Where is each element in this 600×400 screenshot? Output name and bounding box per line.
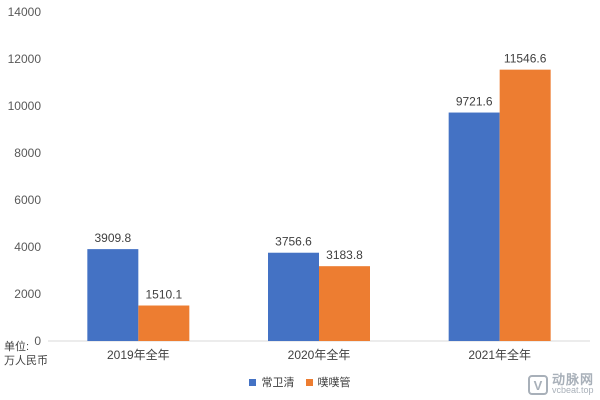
bars: [87, 69, 551, 342]
data-label-series-2-2: 3183.8: [326, 248, 363, 262]
watermark-text: 动脉网 vcbeat.top: [551, 372, 594, 396]
bar-series-1-2: [268, 252, 319, 341]
legend-swatch-series-2: [305, 378, 313, 386]
watermark: V 动脉网 vcbeat.top: [527, 372, 594, 396]
category-label: 2021年全年: [468, 347, 531, 362]
legend-label-series-2: 噗噗管: [317, 377, 351, 389]
data-labels: 3909.8 1510.1 3756.6 3183.8 9721.6 11546.6: [94, 52, 546, 302]
bar-series-2-1: [138, 305, 190, 341]
bar-series-1-3: [448, 112, 500, 342]
watermark-site: vcbeat.top: [551, 385, 594, 395]
data-label-series-1-1: 3909.8: [94, 231, 131, 245]
category-labels: 2019年全年 2020年全年 2021年全年: [107, 347, 531, 362]
data-label-series-2-1: 1510.1: [145, 288, 182, 302]
y-tick-label: 12000: [8, 52, 42, 66]
watermark-logo-icon: V: [527, 375, 548, 395]
legend-label-series-1: 常卫清: [261, 377, 295, 389]
legend-item-series-2: 噗噗管: [305, 374, 351, 390]
watermark-name: 动脉网: [551, 372, 594, 387]
data-label-series-2-3: 11546.6: [504, 52, 547, 66]
y-tick-label: 8000: [14, 146, 41, 160]
bar-series-2-2: [319, 266, 370, 341]
data-label-series-1-3: 9721.6: [456, 95, 493, 109]
legend-swatch-series-1: [249, 378, 257, 386]
y-tick-label: 0: [34, 334, 41, 348]
unit-label-line-2: 万人民币: [4, 355, 48, 367]
y-tick-label: 4000: [14, 240, 41, 254]
bar-series-1-1: [87, 249, 139, 341]
category-label: 2019年全年: [107, 347, 170, 362]
y-axis-ticks: 0 2000 4000 6000 8000 10000 12000 14000: [8, 5, 42, 348]
bar-series-2-3: [499, 69, 551, 341]
y-tick-label: 6000: [14, 193, 41, 207]
y-tick-label: 2000: [14, 287, 41, 301]
data-label-series-1-2: 3756.6: [275, 235, 312, 249]
unit-label-line-1: 单位:: [4, 341, 30, 353]
legend: 常卫清 噗噗管: [0, 374, 600, 390]
unit-label: 单位: 万人民币: [4, 340, 48, 368]
legend-item-series-1: 常卫清: [249, 374, 294, 390]
category-label: 2020年全年: [288, 347, 351, 362]
y-tick-label: 10000: [8, 99, 42, 113]
y-tick-label: 14000: [8, 5, 42, 19]
